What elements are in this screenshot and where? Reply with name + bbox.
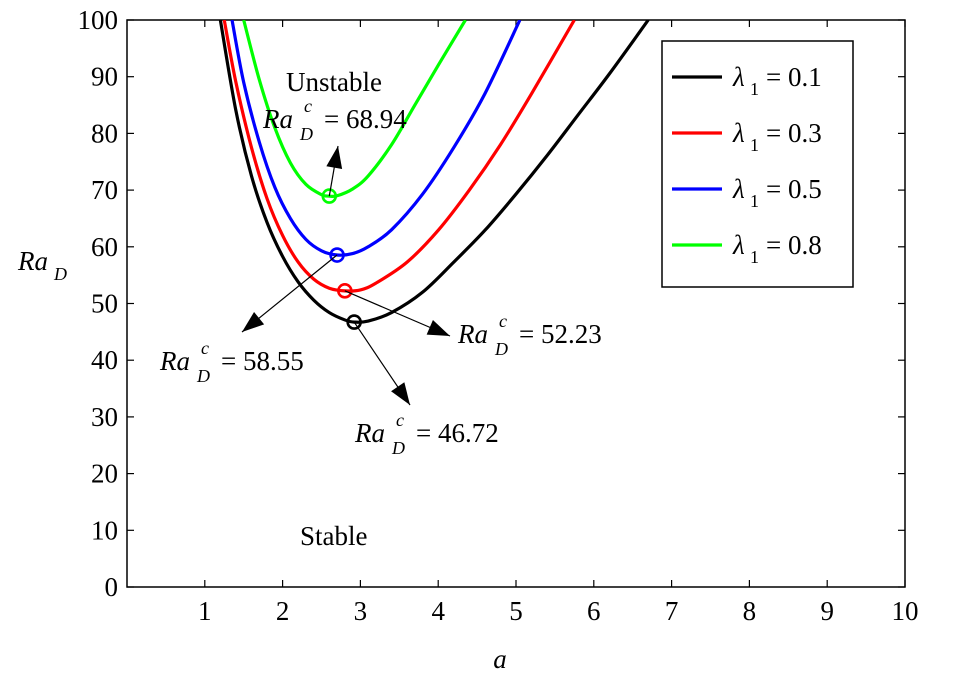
svg-text:Ra: Ra — [457, 319, 488, 349]
svg-text:D: D — [196, 366, 210, 386]
y-tick-label: 100 — [78, 5, 119, 35]
unstable-region-label: Unstable — [286, 67, 382, 97]
arrow-blue-head — [242, 311, 265, 332]
x-tick-label: 1 — [198, 596, 212, 626]
series-line-0 — [218, 20, 650, 324]
series-line-1 — [222, 20, 576, 293]
svg-text:Ra: Ra — [17, 246, 48, 276]
x-tick-label: 10 — [892, 596, 919, 626]
legend-subscript-0: 1 — [750, 79, 759, 99]
legend-subscript-2: 1 — [750, 191, 759, 211]
critical-point-marker-0 — [346, 314, 362, 330]
svg-text:D: D — [53, 264, 67, 284]
y-tick-label: 80 — [91, 118, 118, 148]
y-tick-label: 90 — [91, 62, 118, 92]
legend-symbol-0: λ — [732, 62, 745, 92]
svg-text:Ra: Ra — [262, 104, 293, 134]
svg-text:= 52.23: = 52.23 — [519, 319, 602, 349]
x-tick-label: 8 — [743, 596, 757, 626]
critical-label-red: Ra c D = 52.23 — [457, 311, 602, 359]
svg-text:c: c — [499, 311, 507, 331]
svg-text:D: D — [391, 438, 405, 458]
critical-point-marker-2 — [329, 247, 345, 263]
legend-symbol-3: λ — [732, 230, 745, 260]
arrow-red-head — [426, 319, 450, 336]
legend-value-3: = 0.8 — [766, 230, 822, 260]
arrow-black-head — [391, 382, 410, 405]
svg-text:D: D — [299, 124, 313, 144]
x-tick-label: 4 — [431, 596, 445, 626]
legend-value-0: = 0.1 — [766, 62, 822, 92]
x-tick-label: 3 — [354, 596, 368, 626]
legend-subscript-3: 1 — [750, 247, 759, 267]
svg-text:= 46.72: = 46.72 — [416, 418, 499, 448]
svg-text:D: D — [494, 339, 508, 359]
critical-point-marker-3 — [321, 188, 338, 204]
svg-text:= 58.55: = 58.55 — [221, 346, 304, 376]
y-tick-label: 60 — [91, 232, 118, 262]
x-tick-label: 9 — [820, 596, 834, 626]
svg-text:c: c — [201, 338, 209, 358]
y-tick-label: 70 — [91, 175, 118, 205]
y-tick-label: 10 — [91, 515, 118, 545]
critical-label-black: Ra c D = 46.72 — [354, 410, 499, 458]
y-tick-label: 30 — [91, 402, 118, 432]
x-tick-label: 6 — [587, 596, 601, 626]
legend-symbol-1: λ — [732, 118, 745, 148]
critical-label-blue: Ra c D = 58.55 — [159, 338, 304, 386]
legend-subscript-1: 1 — [750, 135, 759, 155]
svg-text:c: c — [396, 410, 404, 430]
svg-text:= 68.94: = 68.94 — [324, 104, 407, 134]
y-tick-label: 20 — [91, 459, 118, 489]
y-axis-label: Ra D — [17, 246, 67, 284]
series-line-2 — [230, 20, 522, 257]
svg-text:c: c — [304, 96, 312, 116]
x-tick-label: 7 — [665, 596, 679, 626]
y-tick-label: 40 — [91, 345, 118, 375]
legend-value-2: = 0.5 — [766, 174, 822, 204]
legend-symbol-2: λ — [732, 174, 745, 204]
x-axis-label: a — [493, 644, 507, 674]
stable-region-label: Stable — [300, 521, 368, 551]
legend: λ 1 = 0.1λ 1 = 0.3λ 1 = 0.5λ 1 = 0.8 — [661, 40, 854, 288]
critical-label-green: Ra c D = 68.94 — [262, 96, 407, 144]
series-curves — [218, 20, 650, 324]
y-tick-label: 50 — [91, 289, 118, 319]
x-tick-label: 5 — [509, 596, 523, 626]
y-tick-label: 0 — [105, 572, 119, 602]
critical-point-marker-1 — [337, 283, 353, 299]
x-tick-label: 2 — [276, 596, 290, 626]
legend-value-1: = 0.3 — [766, 118, 822, 148]
arrow-green-head — [326, 146, 343, 170]
svg-text:Ra: Ra — [159, 346, 190, 376]
series-line-3 — [242, 20, 467, 199]
svg-text:Ra: Ra — [354, 418, 385, 448]
critical-point-markers — [321, 188, 362, 330]
annotation-arrows — [241, 145, 451, 406]
